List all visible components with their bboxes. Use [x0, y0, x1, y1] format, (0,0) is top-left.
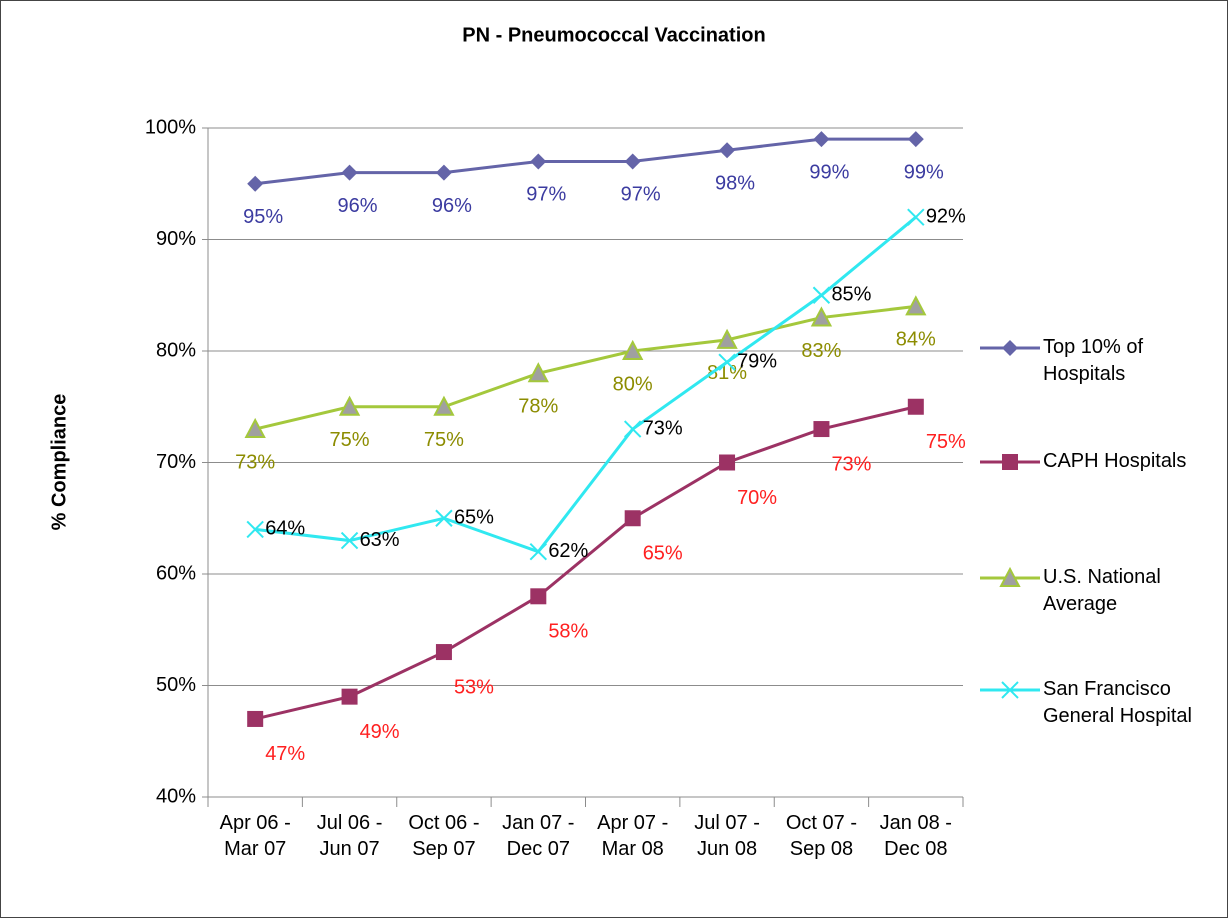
- marker: [623, 420, 642, 438]
- marker: [624, 510, 641, 527]
- line: [255, 216, 917, 554]
- data-label: 53%: [454, 676, 494, 698]
- marker: [622, 339, 644, 360]
- data-label: 96%: [432, 195, 472, 217]
- marker: [530, 588, 547, 605]
- data-label: 65%: [643, 543, 683, 565]
- marker: [1002, 454, 1018, 470]
- marker: [907, 398, 924, 415]
- marker: [529, 542, 548, 561]
- marker: [810, 306, 833, 327]
- data-label: 99%: [904, 161, 944, 183]
- data-label: 73%: [643, 417, 683, 439]
- data-label: 96%: [338, 195, 378, 217]
- line: [254, 405, 917, 721]
- data-label: 84%: [896, 329, 936, 351]
- marker: [247, 710, 264, 727]
- data-label: 62%: [548, 540, 588, 562]
- x-tick-label: Jul 06 - Jun 07: [316, 812, 383, 860]
- legend-label: San Francisco General Hospital: [1043, 678, 1192, 727]
- legend-label: Top 10% of Hospitals: [1043, 336, 1144, 385]
- marker: [247, 175, 264, 192]
- marker: [719, 142, 736, 159]
- marker: [527, 362, 549, 383]
- data-label: 97%: [526, 184, 566, 206]
- data-label: 97%: [621, 184, 661, 206]
- series: [246, 208, 925, 561]
- marker: [435, 509, 453, 527]
- y-tick-label: 40%: [156, 785, 196, 807]
- line: [255, 137, 916, 186]
- y-tick-label: 50%: [156, 674, 196, 696]
- marker: [813, 131, 830, 148]
- marker: [338, 395, 361, 416]
- marker: [244, 417, 266, 439]
- y-tick-label: 70%: [156, 451, 196, 473]
- marker: [1001, 681, 1019, 699]
- data-label: 80%: [613, 373, 653, 395]
- x-tick-label: Oct 07 - Sep 08: [785, 812, 857, 860]
- marker: [341, 688, 358, 705]
- marker: [905, 295, 927, 316]
- data-label: 70%: [737, 487, 777, 509]
- y-tick-label: 60%: [156, 562, 196, 584]
- y-axis-title: % Compliance: [48, 394, 70, 531]
- data-label: 65%: [454, 507, 494, 529]
- legend-label: CAPH Hospitals: [1043, 450, 1187, 472]
- marker: [433, 395, 455, 416]
- x-tick-label: Apr 06 - Mar 07: [219, 812, 291, 860]
- series: [247, 398, 924, 727]
- marker: [907, 208, 925, 226]
- y-tick-label: 80%: [156, 339, 196, 361]
- data-label: 92%: [926, 205, 966, 227]
- series: [247, 131, 924, 192]
- marker: [340, 531, 359, 550]
- x-tick-label: Jul 07 - Jun 08: [694, 812, 760, 860]
- marker: [246, 520, 264, 539]
- data-label: 95%: [243, 206, 283, 228]
- chart-title: PN - Pneumococcal Vaccination: [462, 24, 765, 46]
- series: [244, 295, 927, 439]
- data-label: 47%: [265, 743, 305, 765]
- y-tick-label: 90%: [156, 228, 196, 250]
- marker: [435, 164, 452, 181]
- data-label: 83%: [801, 340, 841, 362]
- marker: [719, 454, 736, 471]
- marker: [718, 353, 736, 371]
- data-label: 85%: [831, 284, 871, 306]
- x-tick-label: Oct 06 - Sep 07: [408, 812, 480, 860]
- marker: [999, 566, 1021, 587]
- data-label: 63%: [360, 529, 400, 551]
- data-label: 64%: [265, 518, 305, 540]
- x-tick-label: Jan 08 - Dec 08: [879, 812, 952, 860]
- marker: [716, 328, 738, 349]
- marker: [530, 153, 547, 170]
- data-label: 99%: [809, 161, 849, 183]
- marker: [341, 164, 358, 181]
- x-tick-label: Jan 07 - Dec 07: [502, 812, 575, 860]
- y-tick-label: 100%: [145, 116, 196, 138]
- data-label: 75%: [330, 429, 370, 451]
- marker: [435, 644, 452, 661]
- marker: [907, 131, 924, 148]
- data-label: 75%: [424, 429, 464, 451]
- line: [254, 304, 916, 431]
- data-label: 75%: [926, 431, 966, 453]
- data-label: 98%: [715, 173, 755, 195]
- data-label: 79%: [737, 350, 777, 372]
- legend-label: U.S. National Average: [1043, 566, 1161, 615]
- data-label: 49%: [360, 721, 400, 743]
- data-label: 73%: [831, 453, 871, 475]
- marker: [813, 421, 830, 438]
- data-label: 78%: [518, 396, 558, 418]
- marker: [1002, 340, 1018, 356]
- data-label: 73%: [235, 451, 275, 473]
- marker: [812, 286, 831, 304]
- x-tick-label: Apr 07 - Mar 08: [597, 812, 669, 860]
- marker: [624, 153, 641, 170]
- data-label: 58%: [548, 621, 588, 643]
